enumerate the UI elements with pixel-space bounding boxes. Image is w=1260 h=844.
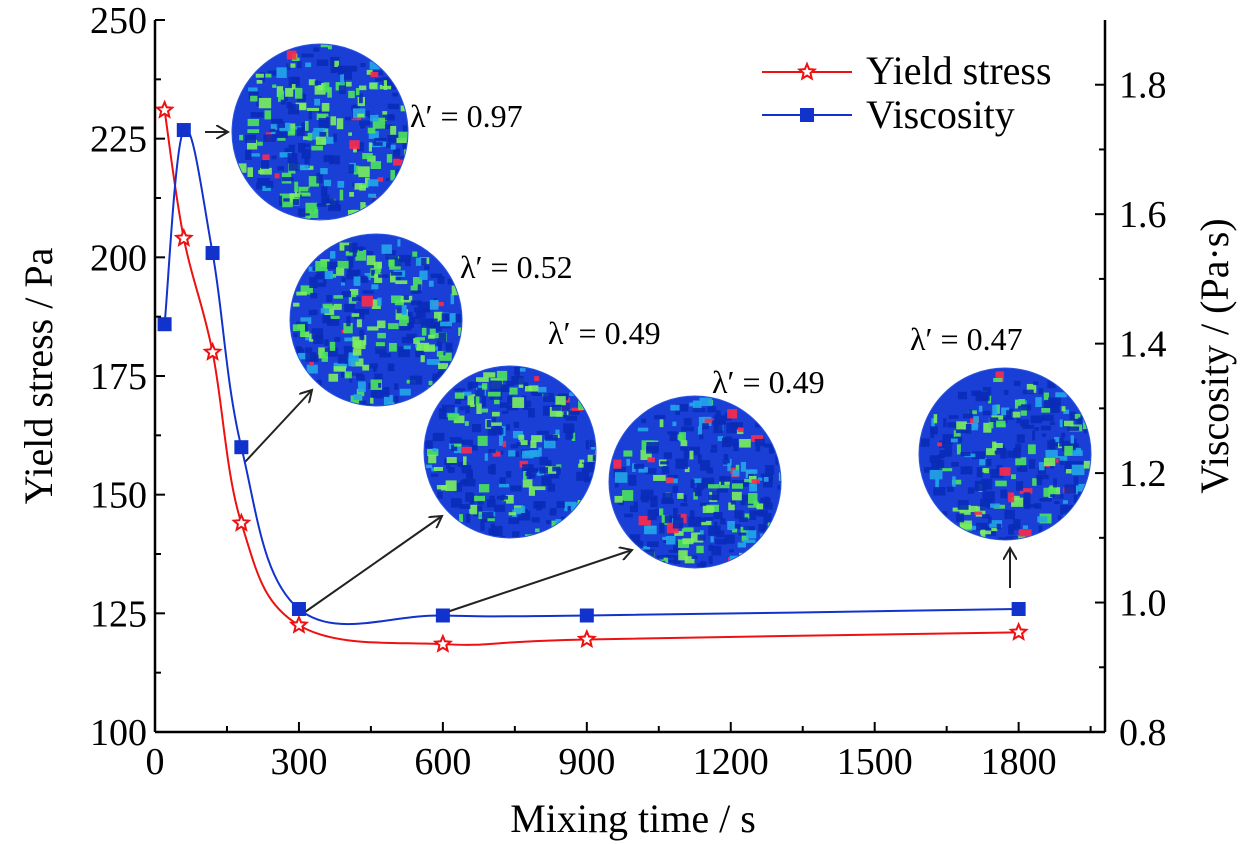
legend-marker-viscosity bbox=[800, 108, 814, 122]
y-right-tick-label-1.4: 1.4 bbox=[1119, 324, 1167, 366]
y-left-tick-label-175: 175 bbox=[90, 356, 147, 398]
y-left-tick-label-250: 250 bbox=[90, 0, 147, 42]
y-right-tick-label-1.6: 1.6 bbox=[1119, 194, 1167, 236]
arrow-to-micrograph-2 bbox=[244, 390, 312, 463]
y-right-tick-label-1.2: 1.2 bbox=[1119, 453, 1167, 495]
micrograph-3 bbox=[424, 366, 596, 538]
y-left-tick-label-225: 225 bbox=[90, 119, 147, 161]
yield-stress-point-4 bbox=[288, 614, 310, 634]
viscosity-point-1 bbox=[176, 123, 191, 138]
annotation-label-3: λ′ = 0.49 bbox=[548, 315, 661, 351]
viscosity-point-6 bbox=[579, 608, 594, 623]
x-tick-label-1500: 1500 bbox=[837, 741, 913, 783]
y-right-tick-label-0.8: 0.8 bbox=[1119, 712, 1167, 754]
yield-stress-point-3 bbox=[231, 512, 252, 532]
arrow-to-micrograph-4 bbox=[446, 550, 632, 613]
yield-stress-point-6 bbox=[576, 628, 597, 649]
legend-label-viscosity: Viscosity bbox=[866, 92, 1015, 137]
yield-stress-point-5 bbox=[432, 633, 453, 653]
annotation-label-1: λ′ = 0.97 bbox=[410, 98, 523, 134]
y-left-tick-label-200: 200 bbox=[90, 237, 147, 279]
x-tick-label-300: 300 bbox=[270, 741, 327, 783]
y-right-tick-label-1: 1.0 bbox=[1119, 583, 1167, 625]
x-tick-label-600: 600 bbox=[414, 741, 471, 783]
x-tick-label-1800: 1800 bbox=[981, 741, 1057, 783]
legend: Yield stress Viscosity bbox=[762, 48, 1052, 137]
yield-stress-point-0 bbox=[154, 99, 175, 119]
legend-label-yield-stress: Yield stress bbox=[866, 48, 1052, 93]
ticks-layer: 0 300 600 900 1200 1500 1800 100 125 150 175 200 225… bbox=[90, 0, 1167, 783]
micrograph-2 bbox=[290, 234, 462, 406]
y-right-tick-label-1.8: 1.8 bbox=[1119, 65, 1167, 107]
series-line-0 bbox=[163, 110, 1019, 646]
y-left-tick-label-125: 125 bbox=[90, 593, 147, 635]
lambda-annotations: λ′ = 0.97 λ′ = 0.52 λ′ = 0.49 λ′ = 0.49 … bbox=[410, 98, 1023, 400]
viscosity-point-2 bbox=[205, 246, 220, 261]
annotation-label-5: λ′ = 0.47 bbox=[910, 321, 1023, 357]
y-left-tick-label-100: 100 bbox=[90, 712, 147, 754]
viscosity-point-3 bbox=[234, 440, 249, 455]
annotation-label-2: λ′ = 0.52 bbox=[460, 249, 573, 285]
y-right-axis-title: Viscosity / (Pa·s) bbox=[1192, 218, 1237, 493]
viscosity-point-5 bbox=[435, 608, 450, 623]
viscosity-point-7 bbox=[1011, 602, 1026, 617]
arrow-to-micrograph-3 bbox=[304, 516, 442, 613]
x-tick-label-0: 0 bbox=[146, 741, 165, 783]
micrograph-5 bbox=[919, 368, 1091, 540]
micrograph-images bbox=[231, 43, 1092, 569]
x-axis-title: Mixing time / s bbox=[510, 796, 756, 841]
micrograph-4 bbox=[609, 396, 781, 568]
series-layer bbox=[154, 99, 1029, 653]
y-left-tick-label-150: 150 bbox=[90, 475, 147, 517]
x-tick-label-1200: 1200 bbox=[693, 741, 769, 783]
yield-stress-point-7 bbox=[1008, 621, 1029, 641]
legend-marker-yield-stress bbox=[796, 61, 818, 81]
annotation-label-4: λ′ = 0.49 bbox=[712, 364, 825, 400]
yield-stress-point-1 bbox=[173, 227, 194, 247]
annotation-arrows bbox=[205, 132, 1010, 613]
viscosity-point-4 bbox=[291, 602, 306, 617]
yield-stress-point-2 bbox=[202, 341, 223, 361]
micrograph-1 bbox=[232, 44, 408, 220]
y-left-axis-title: Yield stress / Pa bbox=[16, 247, 61, 504]
viscosity-point-0 bbox=[157, 317, 172, 332]
x-tick-label-900: 900 bbox=[558, 741, 615, 783]
